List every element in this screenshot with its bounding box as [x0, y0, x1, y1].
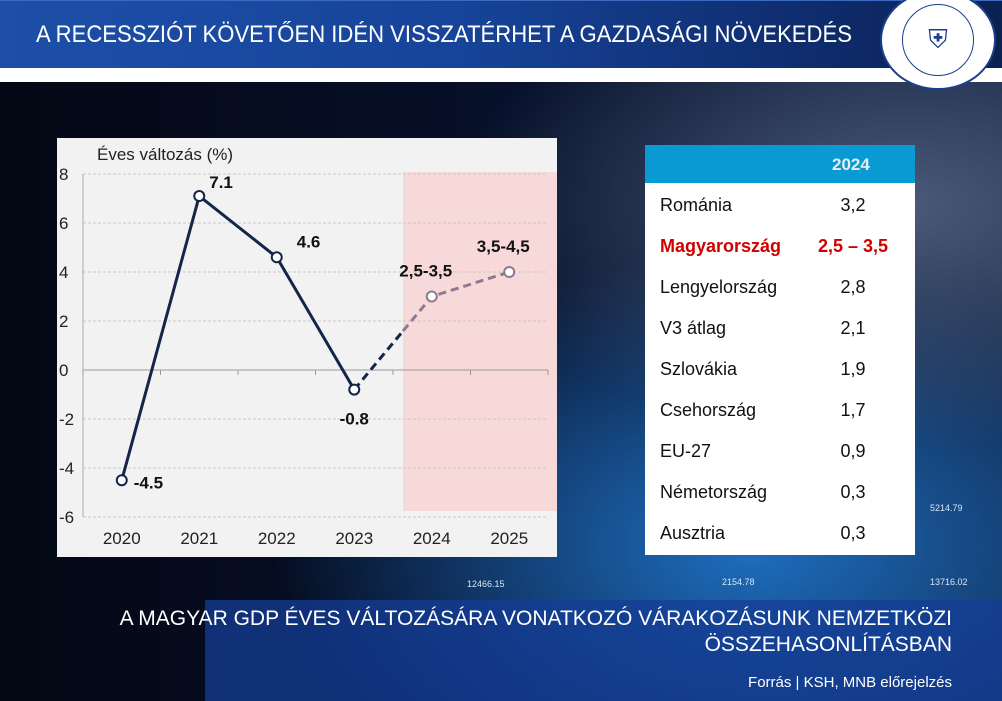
- country-name: Lengyelország: [660, 277, 778, 297]
- coat-of-arms-icon: ⛨: [902, 4, 974, 76]
- source-note: Forrás | KSH, MNB előrejelzés: [748, 674, 952, 691]
- table-row: Ausztria 0,3: [645, 511, 915, 552]
- growth-value: 0,9: [840, 441, 866, 461]
- forecast-shade: [403, 172, 557, 511]
- mnb-logo: ⛨: [880, 0, 996, 90]
- x-tick-label: 2022: [258, 529, 296, 548]
- country-name: Magyarország: [660, 236, 782, 256]
- gdp-chart: -6 -4 -2 0 2 4 6 8 2020 2021 2022 2023 2024 2025 Éves …: [57, 138, 557, 557]
- slide-subtitle: ÖSSZEHASONLÍTÁSBAN: [704, 633, 952, 656]
- data-point: [348, 383, 361, 396]
- divider: [0, 68, 1002, 82]
- table-row: Szlovákia 1,9: [645, 347, 915, 388]
- y-tick-label: 2: [59, 312, 68, 331]
- y-tick-label: -6: [59, 508, 74, 527]
- x-tick-label: 2024: [413, 529, 451, 548]
- x-tick-label: 2023: [335, 529, 373, 548]
- country-name: Románia: [660, 195, 733, 215]
- data-label: -0.8: [340, 410, 369, 429]
- footer-band: [205, 600, 1002, 701]
- background-label: 2154.78: [722, 577, 755, 587]
- table-row: Csehország 1,7: [645, 388, 915, 429]
- y-tick-label: 6: [59, 214, 68, 233]
- table-header: 2024: [645, 145, 915, 183]
- data-label: 7.1: [209, 173, 233, 192]
- background-label: 12466.15: [467, 579, 505, 589]
- y-tick-label: -4: [59, 459, 74, 478]
- comparison-table: 2024 Románia 3,2 Magyarország 2,5 – 3,5 Leng…: [645, 145, 915, 555]
- country-name: Németország: [660, 482, 768, 502]
- country-name: Szlovákia: [660, 359, 738, 379]
- country-name: EU-27: [660, 441, 712, 461]
- chart-svg: -6 -4 -2 0 2 4 6 8 2020 2021 2022 2023 2024 2025 Éves …: [59, 145, 557, 548]
- growth-value: 1,7: [840, 400, 866, 420]
- background-label: 5214.79: [930, 503, 963, 513]
- data-label: 4.6: [297, 232, 321, 251]
- background-label: 13716.02: [930, 577, 968, 587]
- data-point: [503, 266, 516, 278]
- table-row: Románia 3,2: [645, 183, 915, 224]
- column-header-year: 2024: [832, 155, 870, 174]
- table-row: Németország 0,3: [645, 470, 915, 511]
- forecast-line: [353, 330, 405, 391]
- y-tick-label: 8: [59, 165, 68, 184]
- data-label: -4.5: [134, 473, 163, 492]
- growth-value: 2,1: [840, 318, 866, 338]
- table-row: V3 átlag 2,1: [645, 306, 915, 347]
- y-tick-label: 4: [59, 263, 68, 282]
- header-bar: A RECESSZIÓT KÖVETŐEN IDÉN VISSZATÉRHET …: [0, 0, 1002, 68]
- country-name: V3 átlag: [660, 318, 727, 338]
- data-point: [270, 251, 283, 264]
- slide-subtitle: A MAGYAR GDP ÉVES VÁLTOZÁSÁRA VONATKOZÓ …: [119, 607, 952, 630]
- table-row: EU-27 0,9: [645, 429, 915, 470]
- slide-title: A RECESSZIÓT KÖVETŐEN IDÉN VISSZATÉRHET …: [36, 21, 852, 48]
- x-tick-label: 2020: [103, 529, 141, 548]
- growth-value: 3,2: [840, 195, 866, 215]
- growth-value: 0,3: [840, 523, 866, 543]
- x-tick-label: 2021: [180, 529, 218, 548]
- data-point: [425, 290, 438, 303]
- x-tick-label: 2025: [490, 529, 528, 548]
- y-tick-label: 0: [59, 361, 68, 380]
- growth-value: 1,9: [840, 359, 866, 379]
- y-axis-title: Éves változás (%): [97, 145, 233, 164]
- growth-value: 2,5 – 3,5: [817, 236, 889, 256]
- data-label: 2,5-3,5: [399, 262, 452, 281]
- growth-value: 2,8: [840, 277, 866, 297]
- data-point: [115, 474, 128, 487]
- data-point: [193, 190, 206, 203]
- y-tick-label: -2: [59, 410, 74, 429]
- country-name: Ausztria: [660, 523, 726, 543]
- data-label: 3,5-4,5: [477, 237, 530, 256]
- growth-value: 0,3: [840, 482, 866, 502]
- table-row: Lengyelország 2,8: [645, 265, 915, 306]
- table-row: Magyarország 2,5 – 3,5: [645, 224, 915, 265]
- actual-line: [120, 193, 356, 481]
- country-name: Csehország: [660, 400, 757, 420]
